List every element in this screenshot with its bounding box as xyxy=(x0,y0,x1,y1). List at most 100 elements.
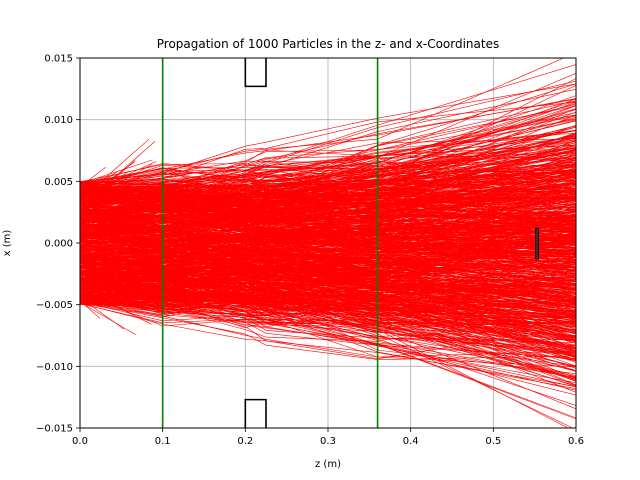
y-axis-label: x (m) xyxy=(2,230,13,257)
particle-trajectory xyxy=(80,169,576,204)
particle-trajectory xyxy=(80,225,576,320)
particle-trajectory xyxy=(80,137,576,195)
y-tick-label: 0.005 xyxy=(44,177,73,188)
particle-trajectory xyxy=(80,294,576,379)
particle-trajectory xyxy=(80,177,576,207)
particle-trajectory xyxy=(80,130,576,185)
particle-trajectory xyxy=(80,197,576,221)
particle-trajectory xyxy=(80,180,576,241)
particle-trajectory xyxy=(80,166,576,244)
particle-trajectory xyxy=(80,207,576,242)
y-tick-label: 0.000 xyxy=(44,239,73,250)
particle-trajectory xyxy=(80,149,576,197)
particle-trajectory xyxy=(80,243,576,301)
chart-title: Propagation of 1000 Particles in the z- … xyxy=(157,37,499,51)
y-tick-label: 0.015 xyxy=(44,54,73,65)
particle-trajectory xyxy=(80,101,576,185)
particle-trajectory xyxy=(80,196,576,230)
particle-trajectory xyxy=(80,266,576,338)
particle-trajectory xyxy=(80,288,576,312)
particle-trajectory xyxy=(80,162,576,201)
particle-trajectory xyxy=(80,301,576,379)
particle-trajectory xyxy=(80,243,576,268)
particle-trajectory xyxy=(80,148,576,198)
particle-trajectory xyxy=(80,266,576,322)
particle-trajectory xyxy=(80,212,576,237)
particle-trajectories xyxy=(80,58,576,428)
particle-trajectory xyxy=(80,232,576,280)
x-tick-label: 0.4 xyxy=(403,436,419,447)
x-tick-label: 0.2 xyxy=(237,436,253,447)
particle-trajectory xyxy=(80,98,576,185)
axis-ticks: 0.0 0.1 0.2 0.3 0.4 0.5 0.6 −0.015 −0.010 −0.005 0… xyxy=(36,54,584,448)
particle-trajectory xyxy=(80,248,576,270)
particle-trajectory xyxy=(80,289,576,324)
particle-trajectory xyxy=(80,285,576,303)
particle-trajectory xyxy=(80,192,576,231)
particle-trajectory xyxy=(80,164,576,213)
particle-trajectory xyxy=(80,178,576,242)
particle-trajectory xyxy=(80,281,576,310)
particle-trajectory xyxy=(80,144,576,182)
particle-trajectory xyxy=(80,261,576,303)
particle-trajectory xyxy=(80,300,576,372)
particle-trajectory xyxy=(80,288,576,369)
y-tick-label: 0.010 xyxy=(44,115,73,126)
particle-trajectory xyxy=(80,295,576,321)
particle-trajectory xyxy=(80,163,576,184)
particle-trajectory xyxy=(80,254,102,274)
particle-trajectory xyxy=(80,302,576,360)
particle-trajectory xyxy=(80,237,576,284)
particle-trajectory xyxy=(80,202,576,231)
particle-trajectory xyxy=(80,226,576,263)
particle-trajectory xyxy=(80,302,576,344)
x-tick-label: 0.6 xyxy=(568,436,584,447)
beamline-elements xyxy=(161,58,540,428)
particle-trajectory xyxy=(80,206,576,243)
x-axis-label: z (m) xyxy=(315,459,341,470)
particle-trajectory xyxy=(80,269,576,340)
particle-trajectory xyxy=(80,78,576,235)
particle-trajectory xyxy=(80,273,576,349)
particle-trajectory xyxy=(80,268,576,297)
particle-trajectory xyxy=(80,226,576,313)
collimator-box xyxy=(244,398,267,428)
particle-trajectory xyxy=(80,201,576,222)
particle-trajectory xyxy=(80,222,576,265)
particle-trajectory xyxy=(80,147,576,183)
particle-trajectory xyxy=(80,302,576,360)
particle-trajectory xyxy=(80,246,576,318)
particle-trajectory xyxy=(80,218,576,292)
particle-trajectory xyxy=(80,301,137,336)
particle-trajectory xyxy=(80,108,576,228)
particle-trajectory xyxy=(80,118,576,200)
particle-trajectory xyxy=(80,278,576,298)
particle-trajectory xyxy=(80,193,576,226)
particle-trajectory xyxy=(80,297,576,376)
particle-trajectory xyxy=(80,206,576,230)
particle-trajectory xyxy=(80,290,576,378)
particle-trajectory xyxy=(80,180,576,212)
x-tick-label: 0.3 xyxy=(320,436,336,447)
particle-trajectory xyxy=(80,156,576,234)
particle-trajectory xyxy=(80,302,576,359)
particle-trajectory xyxy=(80,256,576,316)
particle-trajectory xyxy=(80,182,576,249)
particle-trajectory xyxy=(80,154,576,244)
particle-trajectory xyxy=(80,160,576,221)
y-tick-label: −0.005 xyxy=(36,300,73,311)
particle-trajectory xyxy=(80,171,576,219)
particle-trajectory xyxy=(80,284,576,387)
particle-trajectory xyxy=(80,229,576,261)
particle-trajectory xyxy=(80,176,576,210)
detector-marker xyxy=(535,227,540,260)
particle-trajectory xyxy=(80,167,576,250)
particle-trajectory xyxy=(80,246,151,283)
particle-trajectory xyxy=(80,178,576,261)
particle-trajectory xyxy=(80,216,576,283)
particle-trajectory xyxy=(80,250,576,288)
y-tick-label: −0.015 xyxy=(36,424,73,435)
particle-trajectory xyxy=(80,241,576,288)
particle-trajectory xyxy=(80,159,153,184)
